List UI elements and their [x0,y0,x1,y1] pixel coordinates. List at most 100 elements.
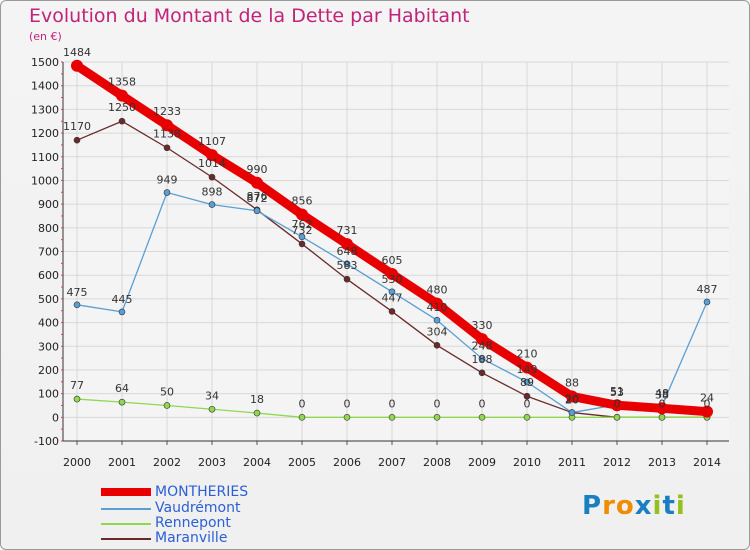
data-point [523,378,531,386]
data-point [208,173,216,181]
y-tick-label: 500 [38,293,59,306]
x-tick-label: 2006 [333,456,361,469]
data-label: 38 [655,388,669,401]
legend-item-maranville: Maranville [101,530,341,546]
legend-item-rennepont: Rennepont [101,515,341,531]
data-label: 64 [115,382,129,395]
y-tick-label: 1500 [31,56,59,69]
data-label: 34 [205,389,219,402]
data-label: 53 [610,386,624,399]
data-label: 872 [247,192,268,205]
data-point [388,288,396,296]
x-tick-label: 2009 [468,456,496,469]
data-label: 51 [610,385,624,398]
data-label: 20 [565,393,579,406]
data-point [343,260,351,268]
data-label: 583 [337,259,358,272]
y-unit-label: (en €) [29,30,62,43]
legend-swatch [101,488,151,496]
data-label: 188 [472,353,493,366]
data-point [701,405,713,418]
logo-letter: x [634,491,653,521]
y-tick-label: 100 [38,388,59,401]
legend-swatch [101,508,151,510]
data-point [118,398,126,406]
data-point [433,414,441,421]
data-label: 48 [655,387,669,400]
data-point [478,369,486,377]
data-point [163,144,171,152]
data-label: 0 [524,397,531,410]
x-tick-label: 2013 [648,456,676,469]
data-point [343,414,351,421]
data-point [433,316,441,324]
legend-label: Vaudrémont [155,500,241,516]
data-label: 210 [517,348,538,361]
data-label: 1250 [108,101,136,114]
data-point [703,298,711,306]
x-tick-label: 2001 [108,456,136,469]
data-label: 898 [202,186,223,199]
data-label: 330 [472,319,493,332]
logo-letter: i [675,491,686,521]
data-point [343,275,351,283]
legend-swatch [101,538,151,540]
data-label: 0 [389,397,396,410]
data-point [116,89,128,102]
data-label: 20 [565,394,579,407]
data-point [296,208,308,221]
data-label: 648 [337,245,358,258]
x-tick-label: 2004 [243,456,271,469]
data-point [118,308,126,316]
data-point [253,409,261,417]
data-point [388,414,396,421]
data-label: 1170 [63,120,91,133]
data-point [658,414,666,421]
data-label: 480 [427,284,448,297]
chart-title: Evolution du Montant de la Dette par Hab… [29,5,470,27]
data-label: 1358 [108,76,136,89]
y-tick-label: 900 [38,198,59,211]
data-label: 0 [614,397,621,410]
data-point [161,119,173,132]
data-point [298,414,306,421]
x-tick-label: 2010 [513,456,541,469]
y-tick-label: 800 [38,222,59,235]
x-tick-label: 2002 [153,456,181,469]
data-label: 475 [67,286,88,299]
legend-swatch [101,523,151,525]
data-label: 605 [382,254,403,267]
y-tick-label: 200 [38,364,59,377]
x-tick-label: 2008 [423,456,451,469]
data-label: 149 [517,363,538,376]
legend-label: Maranville [155,530,228,546]
y-tick-label: 400 [38,317,59,330]
x-tick-label: 2012 [603,456,631,469]
data-label: 89 [520,376,534,389]
logo-letter: i [652,491,663,521]
data-point [656,402,668,415]
data-label: 732 [292,224,313,237]
legend-label: Rennepont [155,515,231,531]
logo-letter: r [602,491,616,521]
data-label: 88 [565,376,579,389]
x-tick-label: 2011 [558,456,586,469]
y-tick-label: 1400 [31,80,59,93]
x-tick-label: 2007 [378,456,406,469]
data-label: 445 [112,293,133,306]
data-label: 856 [292,195,313,208]
data-point [118,117,126,125]
data-label: 876 [247,190,268,203]
x-tick-label: 2003 [198,456,226,469]
data-label: 248 [472,340,493,353]
data-point [521,361,533,374]
data-label: 50 [160,385,174,398]
x-tick-label: 2005 [288,456,316,469]
data-point [206,149,218,162]
data-label: 304 [427,325,448,338]
data-point [341,238,353,251]
logo-letter: o [615,491,635,521]
data-point [253,207,261,215]
